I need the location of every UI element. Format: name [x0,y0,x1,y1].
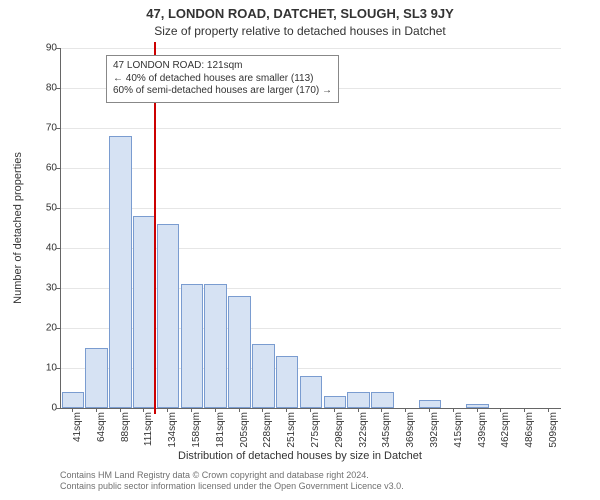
y-tick-mark [56,128,60,129]
footnote-line: Contains public sector information licen… [60,481,560,492]
x-tick-label: 509sqm [548,412,559,452]
histogram-bar [157,224,180,408]
x-tick-label: 64sqm [96,412,107,452]
y-tick-mark [56,328,60,329]
histogram-bar [347,392,370,408]
plot-area: 47 LONDON ROAD: 121sqm ← 40% of detached… [60,48,561,409]
y-tick-label: 0 [35,403,57,414]
gridline [61,168,561,169]
x-tick-label: 415sqm [453,412,464,452]
histogram-bar [62,392,85,408]
x-tick-label: 486sqm [524,412,535,452]
histogram-bar [324,396,347,408]
y-tick-label: 20 [35,323,57,334]
footnote-line: Contains HM Land Registry data © Crown c… [60,470,560,481]
histogram-bar [85,348,108,408]
histogram-bar [204,284,227,408]
x-tick-label: 298sqm [334,412,345,452]
histogram-bar [371,392,394,408]
x-tick-label: 392sqm [429,412,440,452]
x-tick-label: 134sqm [167,412,178,452]
histogram-bar [276,356,299,408]
x-tick-label: 158sqm [191,412,202,452]
x-tick-label: 88sqm [120,412,131,452]
annotation-line: ← 40% of detached houses are smaller (11… [113,73,332,86]
annotation-line: 60% of semi-detached houses are larger (… [113,85,332,98]
x-tick-label: 275sqm [310,412,321,452]
y-tick-mark [56,288,60,289]
x-tick-label: 181sqm [215,412,226,452]
y-tick-label: 80 [35,83,57,94]
y-tick-label: 30 [35,283,57,294]
y-tick-label: 60 [35,163,57,174]
histogram-bar [109,136,132,408]
y-tick-label: 40 [35,243,57,254]
chart-title: 47, LONDON ROAD, DATCHET, SLOUGH, SL3 9J… [0,6,600,21]
y-tick-mark [56,48,60,49]
gridline [61,48,561,49]
gridline [61,128,561,129]
x-tick-label: 228sqm [262,412,273,452]
x-tick-label: 439sqm [477,412,488,452]
y-tick-mark [56,88,60,89]
x-tick-label: 251sqm [286,412,297,452]
y-tick-mark [56,368,60,369]
histogram-bar [181,284,204,408]
y-tick-label: 90 [35,43,57,54]
histogram-bar [419,400,442,408]
x-tick-label: 345sqm [381,412,392,452]
x-tick-label: 462sqm [500,412,511,452]
histogram-bar [228,296,251,408]
footnote: Contains HM Land Registry data © Crown c… [60,470,560,492]
y-tick-mark [56,248,60,249]
histogram-bar [252,344,275,408]
y-tick-mark [56,208,60,209]
x-tick-label: 369sqm [405,412,416,452]
x-tick-label: 205sqm [239,412,250,452]
y-tick-label: 10 [35,363,57,374]
y-tick-mark [56,408,60,409]
chart-subtitle: Size of property relative to detached ho… [0,24,600,38]
property-size-histogram: 47, LONDON ROAD, DATCHET, SLOUGH, SL3 9J… [0,0,600,500]
y-axis-label: Number of detached properties [12,76,24,228]
y-tick-label: 70 [35,123,57,134]
y-tick-label: 50 [35,203,57,214]
y-tick-mark [56,168,60,169]
histogram-bar [300,376,323,408]
histogram-bar [133,216,156,408]
gridline [61,208,561,209]
x-tick-label: 322sqm [358,412,369,452]
x-tick-label: 41sqm [72,412,83,452]
x-tick-label: 111sqm [143,412,154,452]
annotation-line: 47 LONDON ROAD: 121sqm [113,60,332,73]
annotation-box: 47 LONDON ROAD: 121sqm ← 40% of detached… [106,55,339,103]
